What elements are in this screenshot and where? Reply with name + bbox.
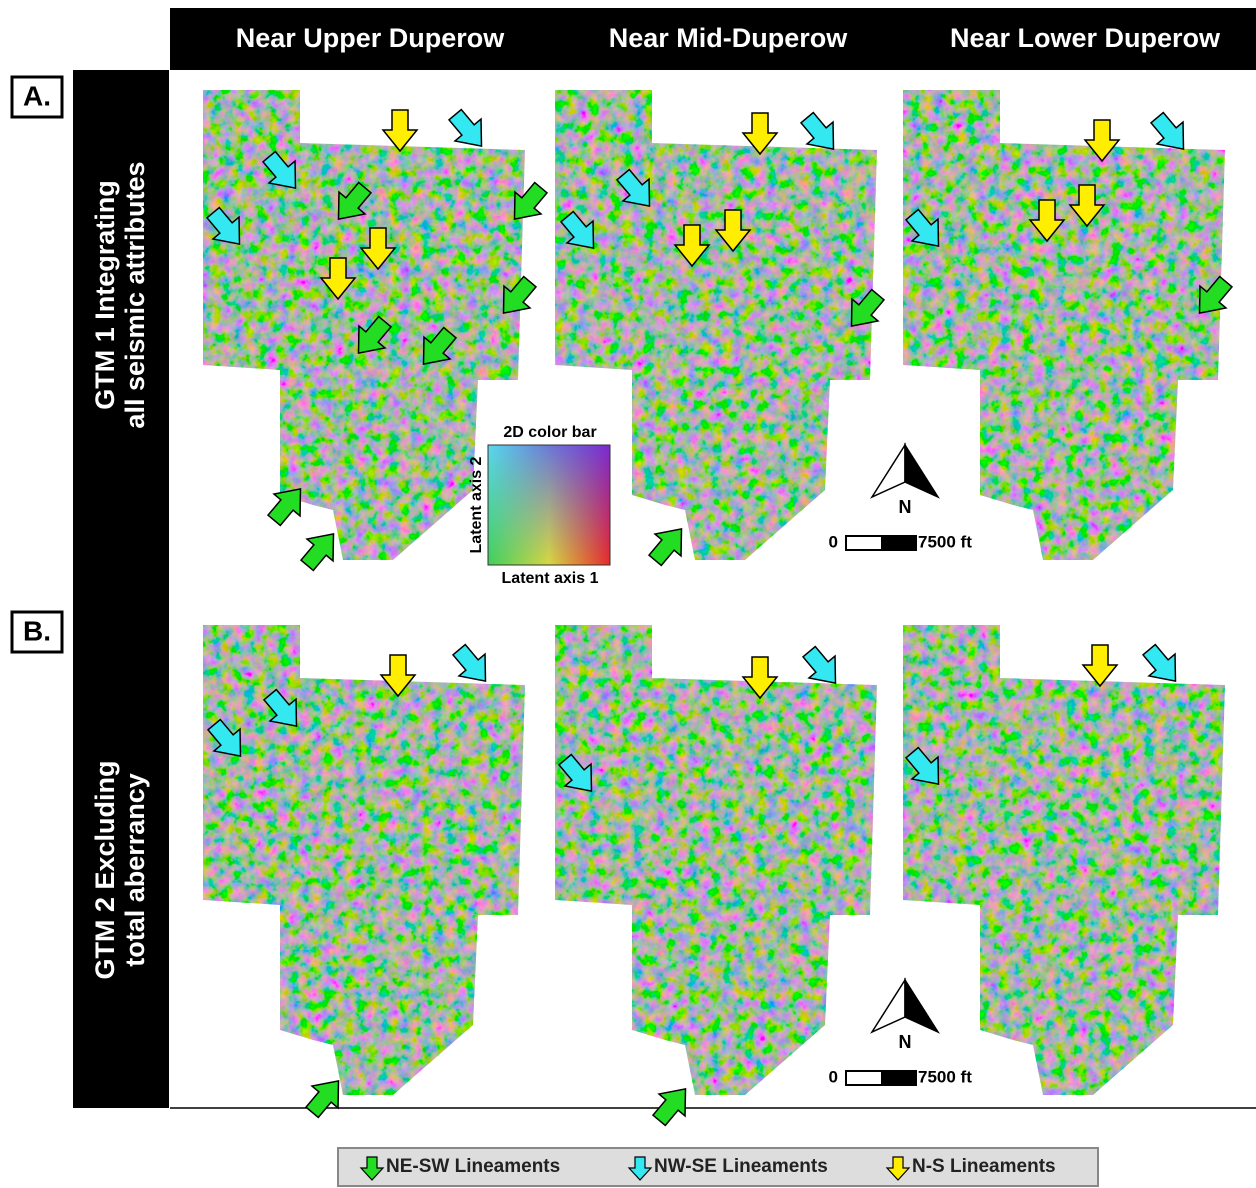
north-label: N <box>899 1032 912 1052</box>
north-label: N <box>899 497 912 517</box>
scale-bar <box>846 536 916 550</box>
lineament-arrow <box>383 110 417 151</box>
color-bar-title: 2D color bar <box>503 424 596 441</box>
north-arrow-right <box>905 980 938 1032</box>
seismic-map <box>198 620 533 1105</box>
lineament-arrow <box>646 1078 698 1131</box>
row-letter: B. <box>23 615 51 646</box>
legend-label: NW-SE Lineaments <box>654 1156 828 1177</box>
figure: Near Upper Duperow Near Mid-Duperow Near L… <box>0 0 1256 1188</box>
seismic-map <box>898 620 1233 1105</box>
scale-end: 7500 ft <box>918 532 972 551</box>
scale-start: 0 <box>829 1067 838 1086</box>
north-arrow-right <box>905 445 938 497</box>
page: Near Upper Duperow Near Mid-Duperow Near L… <box>0 0 1256 1188</box>
color-bar-x-axis: Latent axis 1 <box>502 570 599 587</box>
row-letter: A. <box>23 80 51 111</box>
row-label: all seismic attributes <box>120 161 150 428</box>
north-arrow-left <box>872 980 905 1032</box>
scale-bar <box>846 1071 916 1085</box>
scale-end: 7500 ft <box>918 1067 972 1086</box>
row-label: GTM 2 Excluding <box>90 760 120 979</box>
lineament-arrow <box>642 518 694 571</box>
scale-start: 0 <box>829 532 838 551</box>
north-arrow-left <box>872 445 905 497</box>
column-header: Near Upper Duperow <box>236 23 506 53</box>
lineament-arrow <box>1083 645 1117 686</box>
column-header: Near Lower Duperow <box>950 23 1221 53</box>
color-bar-y-axis: Latent axis 2 <box>468 456 485 553</box>
legend-label: N-S Lineaments <box>912 1156 1056 1177</box>
column-header: Near Mid-Duperow <box>609 23 849 53</box>
row-label: total aberrancy <box>120 773 150 967</box>
legend-label: NE-SW Lineaments <box>386 1156 560 1177</box>
color-bar-top <box>488 445 610 565</box>
seismic-map <box>550 620 885 1105</box>
row-label: GTM 1 Integrating <box>90 180 120 410</box>
seismic-map <box>898 85 1233 570</box>
